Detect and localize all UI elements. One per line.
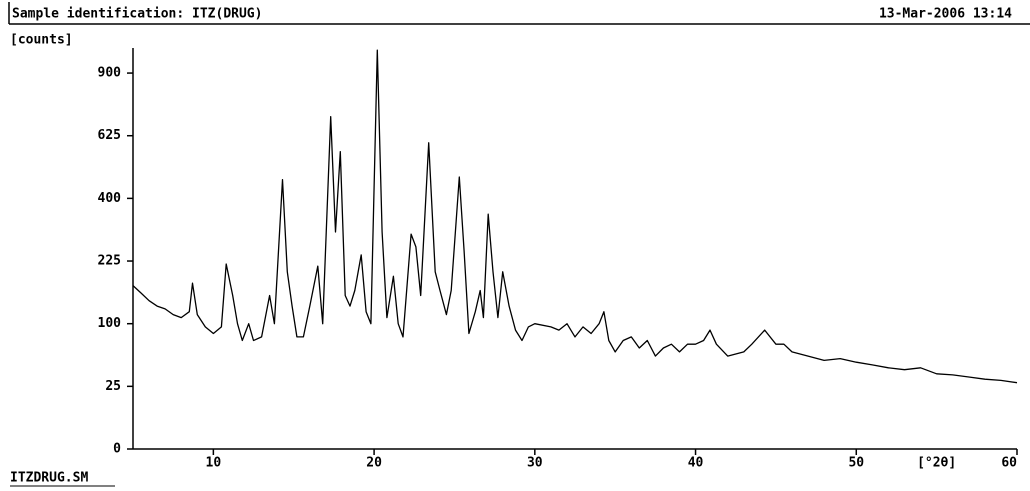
y-tick-label: 900 bbox=[98, 66, 122, 81]
footer: ITZDRUG.SM bbox=[10, 471, 88, 486]
x-tick-label: 50 bbox=[848, 456, 864, 471]
x-tick-label: 60 bbox=[1001, 456, 1017, 471]
x-tick-label: 10 bbox=[206, 456, 222, 471]
y-tick-label: 400 bbox=[98, 191, 122, 206]
y-tick-label: 0 bbox=[113, 442, 121, 457]
chart-title: Sample identification: ITZ(DRUG) bbox=[12, 7, 262, 22]
pattern-line bbox=[132, 49, 1018, 384]
x-tick-label: 40 bbox=[688, 456, 704, 471]
y-tick-label: 625 bbox=[98, 128, 121, 143]
y-tick-label: 225 bbox=[98, 254, 121, 269]
x-axis-label: [°2θ] bbox=[917, 456, 956, 471]
date: 13-Mar-2006 13:14 bbox=[879, 7, 1012, 22]
x-tick-label: 30 bbox=[527, 456, 543, 471]
y-tick-label: 25 bbox=[105, 379, 121, 394]
y-axis-label: [counts] bbox=[10, 33, 73, 48]
y-tick-label: 100 bbox=[98, 316, 122, 331]
x-tick-label: 20 bbox=[366, 456, 382, 471]
